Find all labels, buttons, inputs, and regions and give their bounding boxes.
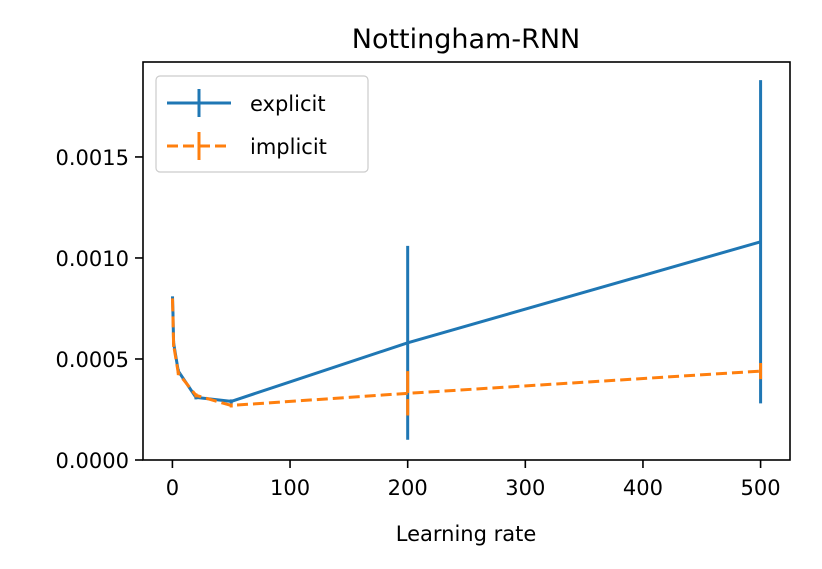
x-tick-label: 300 — [505, 476, 545, 500]
series-line-implicit — [171, 300, 761, 407]
plot-frame — [142, 61, 791, 461]
y-tick-label: 0.0010 — [56, 247, 129, 271]
x-axis: 0 100 200 300 400 500 — [166, 460, 781, 500]
y-tick-label: 0.0000 — [56, 449, 129, 473]
chart-title: Nottingham-RNN — [352, 24, 581, 55]
legend-label-explicit: explicit — [250, 92, 326, 116]
y-tick-label: 0.0005 — [56, 348, 129, 372]
legend-box — [155, 75, 369, 173]
plot-area — [171, 80, 763, 440]
x-tick-label: 500 — [741, 476, 781, 500]
y-axis: 0.0000 0.0005 0.0010 0.0015 — [56, 146, 143, 473]
legend: explicit implicit — [155, 75, 369, 173]
x-tick-label: 400 — [623, 476, 663, 500]
x-axis-label: Learning rate — [396, 522, 537, 546]
x-tick-label: 0 — [166, 476, 179, 500]
x-tick-label: 200 — [388, 476, 428, 500]
x-tick-label: 100 — [270, 476, 310, 500]
y-tick-label: 0.0015 — [56, 146, 129, 170]
legend-label-implicit: implicit — [250, 135, 327, 159]
